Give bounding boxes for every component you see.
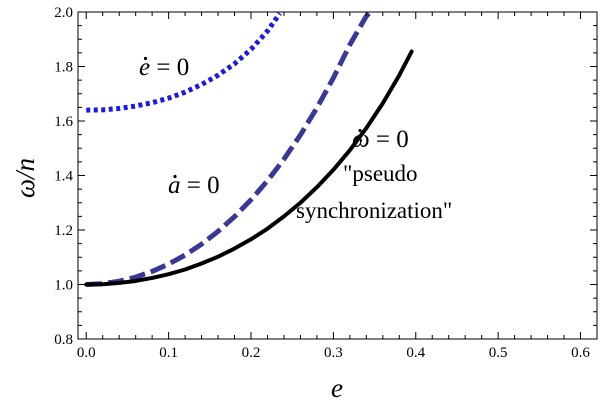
svg-text:a = 0: a = 0 (168, 172, 220, 199)
edot-dot (143, 56, 148, 61)
y-tick-label: 1.4 (54, 169, 73, 185)
x-tick-label: 0.3 (324, 345, 343, 361)
y-tick-label: 1.2 (54, 223, 73, 239)
y-tick-label: 0.8 (54, 332, 73, 348)
x-tick-label: 0.2 (242, 345, 261, 361)
x-tick-label: 0.1 (159, 345, 178, 361)
series-wdot-curve (84, 49, 414, 287)
x-tick-label: 0.5 (489, 345, 508, 361)
y-tick-label: 1.0 (54, 278, 73, 294)
ticks-layer: 0.0 0.1 0.2 0.3 0.4 0.5 0.6 0.8 1.0 1.2 1.4 1.6 1.8 2… (54, 5, 598, 361)
x-tick-label: 0.6 (571, 345, 590, 361)
wdot-equals: = 0 (370, 126, 409, 153)
x-axis-title: e (331, 373, 343, 403)
annotation-adot: a = 0 (168, 172, 220, 199)
edot-equals: = 0 (150, 54, 189, 81)
svg-text:ω = 0: ω = 0 (352, 126, 409, 153)
adot-dot (173, 174, 177, 179)
pseudo-label-line1: "pseudo (343, 161, 418, 186)
edot-symbol: e (139, 54, 150, 81)
y-tick-label: 2.0 (54, 5, 73, 21)
x-tick-label: 0.0 (77, 345, 96, 361)
series-adot-curve (86, 12, 373, 287)
y-axis-title: ω/n (10, 158, 40, 198)
pseudo-label-line2: synchronization" (296, 198, 452, 223)
annotation-wdot: ω = 0 (352, 126, 409, 153)
annotation-edot: e = 0 (139, 54, 189, 81)
y-tick-label: 1.6 (54, 114, 73, 130)
x-tick-label: 0.4 (406, 345, 425, 361)
curves-layer (84, 12, 414, 287)
series-edot-curve (86, 12, 282, 113)
adot-symbol: a (168, 172, 181, 199)
y-tick-label: 1.8 (54, 60, 73, 76)
svg-text:e = 0: e = 0 (139, 54, 189, 81)
wdot-dot (358, 128, 362, 133)
wdot-symbol: ω (352, 126, 370, 153)
adot-equals: = 0 (181, 172, 220, 199)
